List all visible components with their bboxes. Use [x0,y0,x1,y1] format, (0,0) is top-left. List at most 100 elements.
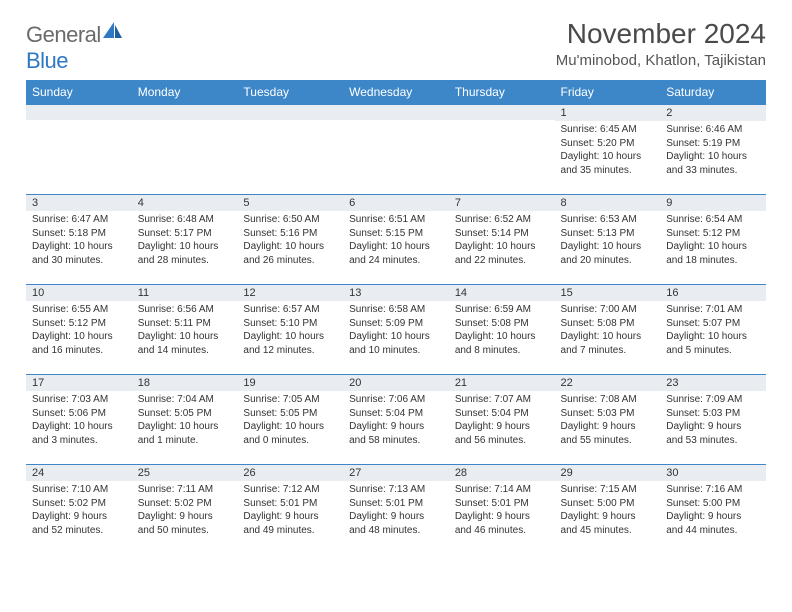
day-number: 7 [449,195,555,211]
day-details: Sunrise: 6:59 AMSunset: 5:08 PMDaylight:… [449,301,555,361]
month-title: November 2024 [556,18,766,50]
calendar-cell: 18Sunrise: 7:04 AMSunset: 5:05 PMDayligh… [132,375,238,465]
day-number: 9 [660,195,766,211]
day-details: Sunrise: 7:16 AMSunset: 5:00 PMDaylight:… [660,481,766,541]
calendar-cell: 22Sunrise: 7:08 AMSunset: 5:03 PMDayligh… [555,375,661,465]
day-details: Sunrise: 6:46 AMSunset: 5:19 PMDaylight:… [660,121,766,181]
day-details: Sunrise: 7:03 AMSunset: 5:06 PMDaylight:… [26,391,132,451]
day-number: 8 [555,195,661,211]
day-details: Sunrise: 7:06 AMSunset: 5:04 PMDaylight:… [343,391,449,451]
calendar-cell: 17Sunrise: 7:03 AMSunset: 5:06 PMDayligh… [26,375,132,465]
calendar-cell: 5Sunrise: 6:50 AMSunset: 5:16 PMDaylight… [237,195,343,285]
day-number: 25 [132,465,238,481]
day-number: 4 [132,195,238,211]
day-number: 17 [26,375,132,391]
weekday-header: Wednesday [343,80,449,105]
day-number [237,105,343,120]
calendar-cell [26,105,132,195]
day-details: Sunrise: 7:04 AMSunset: 5:05 PMDaylight:… [132,391,238,451]
day-number: 24 [26,465,132,481]
day-number [26,105,132,120]
day-number: 5 [237,195,343,211]
calendar-cell: 3Sunrise: 6:47 AMSunset: 5:18 PMDaylight… [26,195,132,285]
day-details: Sunrise: 6:56 AMSunset: 5:11 PMDaylight:… [132,301,238,361]
day-number: 22 [555,375,661,391]
calendar-cell: 11Sunrise: 6:56 AMSunset: 5:11 PMDayligh… [132,285,238,375]
day-details: Sunrise: 6:51 AMSunset: 5:15 PMDaylight:… [343,211,449,271]
day-number: 6 [343,195,449,211]
calendar-cell: 19Sunrise: 7:05 AMSunset: 5:05 PMDayligh… [237,375,343,465]
day-details: Sunrise: 7:05 AMSunset: 5:05 PMDaylight:… [237,391,343,451]
calendar-cell: 9Sunrise: 6:54 AMSunset: 5:12 PMDaylight… [660,195,766,285]
calendar-cell: 6Sunrise: 6:51 AMSunset: 5:15 PMDaylight… [343,195,449,285]
calendar-table: SundayMondayTuesdayWednesdayThursdayFrid… [26,80,766,555]
day-details [343,120,449,126]
day-details: Sunrise: 6:48 AMSunset: 5:17 PMDaylight:… [132,211,238,271]
weekday-header: Monday [132,80,238,105]
location: Mu'minobod, Khatlon, Tajikistan [556,52,766,69]
day-details: Sunrise: 7:08 AMSunset: 5:03 PMDaylight:… [555,391,661,451]
calendar-cell [449,105,555,195]
day-details: Sunrise: 6:50 AMSunset: 5:16 PMDaylight:… [237,211,343,271]
day-details: Sunrise: 7:15 AMSunset: 5:00 PMDaylight:… [555,481,661,541]
calendar-cell: 13Sunrise: 6:58 AMSunset: 5:09 PMDayligh… [343,285,449,375]
day-number: 29 [555,465,661,481]
weekday-header: Sunday [26,80,132,105]
day-number: 19 [237,375,343,391]
day-details: Sunrise: 6:53 AMSunset: 5:13 PMDaylight:… [555,211,661,271]
calendar-cell: 29Sunrise: 7:15 AMSunset: 5:00 PMDayligh… [555,465,661,555]
calendar-cell: 25Sunrise: 7:11 AMSunset: 5:02 PMDayligh… [132,465,238,555]
day-number: 30 [660,465,766,481]
day-number: 13 [343,285,449,301]
sail-icon [103,22,123,43]
brand-logo: General Blue [26,18,123,74]
day-details: Sunrise: 7:11 AMSunset: 5:02 PMDaylight:… [132,481,238,541]
calendar-cell: 26Sunrise: 7:12 AMSunset: 5:01 PMDayligh… [237,465,343,555]
calendar-body: 1Sunrise: 6:45 AMSunset: 5:20 PMDaylight… [26,105,766,555]
calendar-week: 17Sunrise: 7:03 AMSunset: 5:06 PMDayligh… [26,375,766,465]
day-details: Sunrise: 6:55 AMSunset: 5:12 PMDaylight:… [26,301,132,361]
calendar-week: 24Sunrise: 7:10 AMSunset: 5:02 PMDayligh… [26,465,766,555]
day-number: 18 [132,375,238,391]
day-number: 12 [237,285,343,301]
day-details: Sunrise: 7:10 AMSunset: 5:02 PMDaylight:… [26,481,132,541]
calendar-cell: 15Sunrise: 7:00 AMSunset: 5:08 PMDayligh… [555,285,661,375]
day-details: Sunrise: 6:52 AMSunset: 5:14 PMDaylight:… [449,211,555,271]
day-details: Sunrise: 7:07 AMSunset: 5:04 PMDaylight:… [449,391,555,451]
calendar-cell [237,105,343,195]
calendar-cell: 28Sunrise: 7:14 AMSunset: 5:01 PMDayligh… [449,465,555,555]
day-details: Sunrise: 6:58 AMSunset: 5:09 PMDaylight:… [343,301,449,361]
day-details: Sunrise: 7:01 AMSunset: 5:07 PMDaylight:… [660,301,766,361]
calendar-cell: 8Sunrise: 6:53 AMSunset: 5:13 PMDaylight… [555,195,661,285]
day-number: 15 [555,285,661,301]
title-block: November 2024 Mu'minobod, Khatlon, Tajik… [556,18,766,69]
day-number: 10 [26,285,132,301]
day-number [132,105,238,120]
calendar-cell: 14Sunrise: 6:59 AMSunset: 5:08 PMDayligh… [449,285,555,375]
weekday-header: Saturday [660,80,766,105]
brand-part1: General [26,22,101,47]
day-details: Sunrise: 6:57 AMSunset: 5:10 PMDaylight:… [237,301,343,361]
day-details: Sunrise: 7:00 AMSunset: 5:08 PMDaylight:… [555,301,661,361]
day-details: Sunrise: 6:47 AMSunset: 5:18 PMDaylight:… [26,211,132,271]
weekday-header: Thursday [449,80,555,105]
day-number: 3 [26,195,132,211]
calendar-week: 10Sunrise: 6:55 AMSunset: 5:12 PMDayligh… [26,285,766,375]
day-details: Sunrise: 6:45 AMSunset: 5:20 PMDaylight:… [555,121,661,181]
calendar-cell: 23Sunrise: 7:09 AMSunset: 5:03 PMDayligh… [660,375,766,465]
weekday-row: SundayMondayTuesdayWednesdayThursdayFrid… [26,80,766,105]
weekday-header: Friday [555,80,661,105]
calendar-cell: 2Sunrise: 6:46 AMSunset: 5:19 PMDaylight… [660,105,766,195]
calendar-cell: 10Sunrise: 6:55 AMSunset: 5:12 PMDayligh… [26,285,132,375]
calendar-cell: 16Sunrise: 7:01 AMSunset: 5:07 PMDayligh… [660,285,766,375]
day-number: 20 [343,375,449,391]
day-details [449,120,555,126]
day-details: Sunrise: 7:12 AMSunset: 5:01 PMDaylight:… [237,481,343,541]
brand-text: General Blue [26,22,123,74]
calendar-cell: 27Sunrise: 7:13 AMSunset: 5:01 PMDayligh… [343,465,449,555]
day-number: 1 [555,105,661,121]
day-number: 14 [449,285,555,301]
calendar-cell: 30Sunrise: 7:16 AMSunset: 5:00 PMDayligh… [660,465,766,555]
day-details: Sunrise: 7:14 AMSunset: 5:01 PMDaylight:… [449,481,555,541]
day-number: 26 [237,465,343,481]
